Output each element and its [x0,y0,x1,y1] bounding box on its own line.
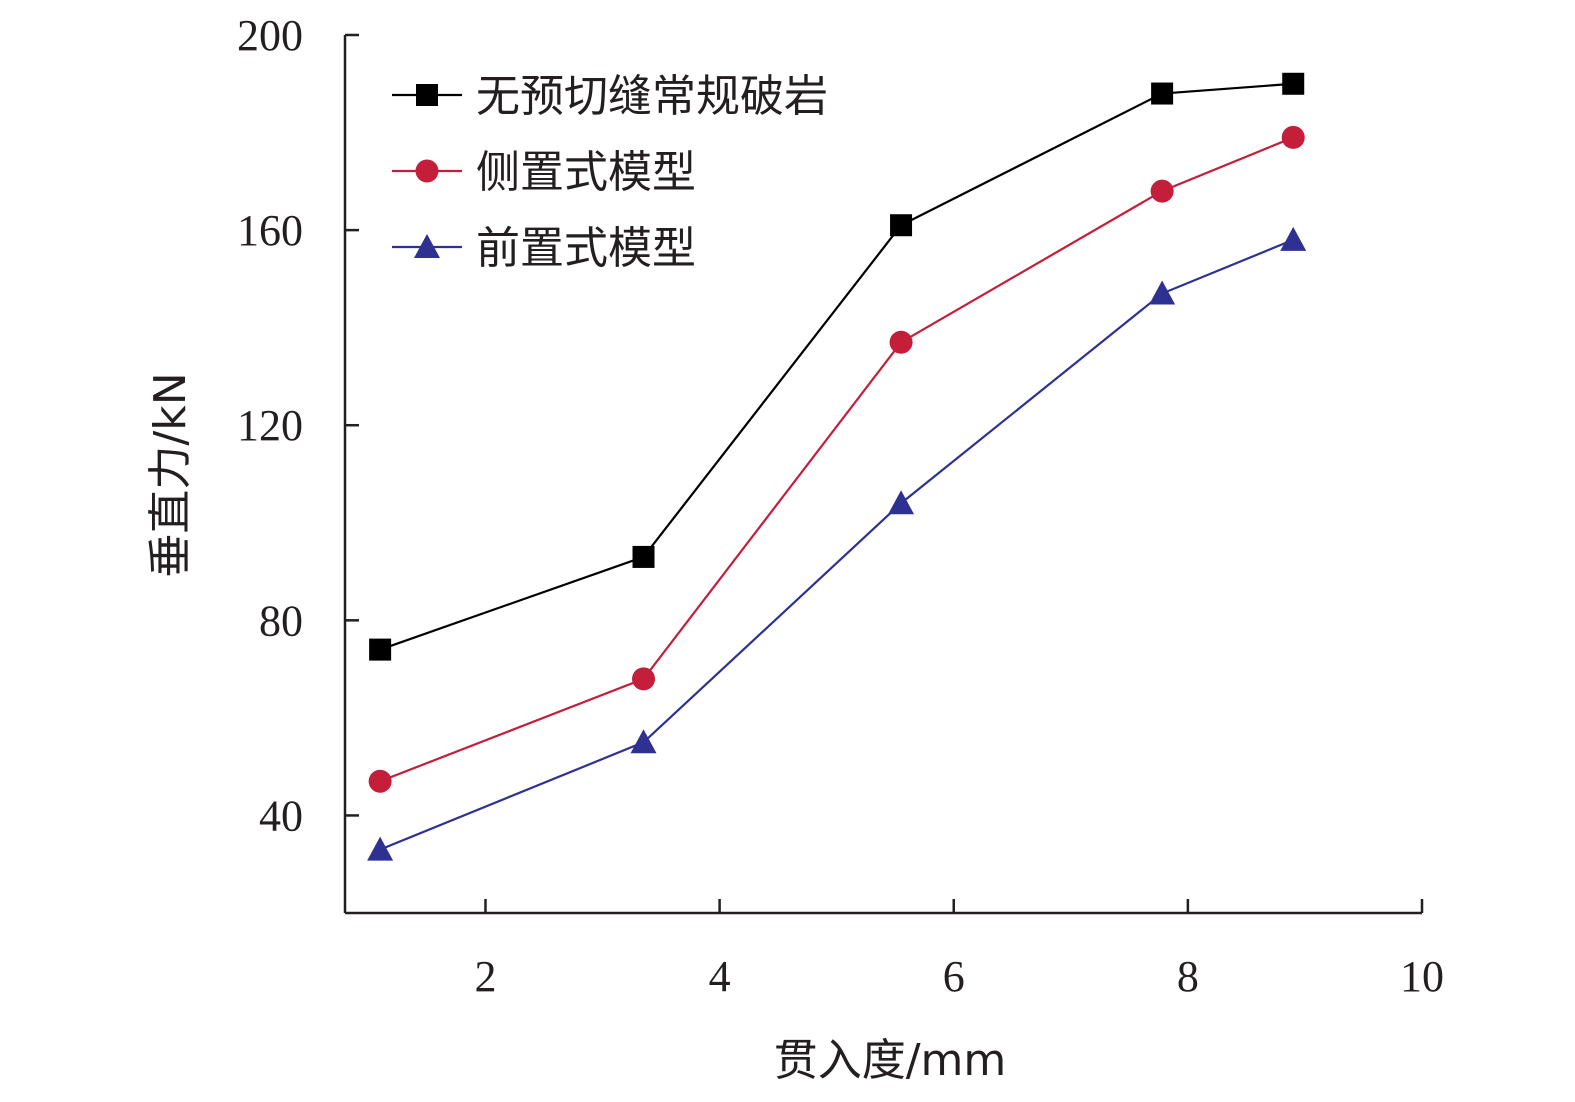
data-point [632,545,655,568]
x-tick-label: 8 [1177,952,1199,1001]
x-tick-label: 2 [474,952,496,1001]
data-point [1150,179,1174,203]
data-point [1282,72,1305,95]
data-point [1151,82,1174,105]
data-point [888,490,915,515]
data-point [1280,226,1307,251]
legend-marker [415,159,439,183]
y-tick-label: 40 [259,791,303,840]
series-2 [368,125,1305,793]
legend-label: 无预切缝常规破岩 [476,71,828,122]
data-point [368,769,392,793]
data-point [1281,125,1305,149]
series-1 [369,72,1305,661]
data-point [889,330,913,354]
legend-entry: 前置式模型 [392,223,696,274]
legend-label: 前置式模型 [476,223,696,274]
series-line [379,238,1294,851]
x-tick-label: 4 [709,952,731,1001]
y-tick-label: 120 [237,401,303,450]
legend-marker [416,84,438,106]
x-tick-label: 6 [943,952,965,1001]
series-layer [367,72,1307,861]
data-point [630,729,657,754]
series-3 [367,226,1307,861]
legend-label: 侧置式模型 [476,147,696,198]
data-point [890,214,913,237]
x-axis-title: 贯入度/mm [774,1035,1007,1086]
data-point [632,667,656,691]
y-axis-title: 垂直力/kN [145,372,196,577]
y-tick-label: 80 [259,596,303,645]
data-point [369,638,392,661]
data-point [1149,280,1176,305]
legend-marker [414,234,440,258]
data-point [367,836,394,861]
y-tick-label: 160 [237,206,303,255]
x-tick-label: 10 [1400,952,1444,1001]
axes: 40 80 120 160 200 2 4 6 8 10 [237,11,1444,1001]
legend-entry: 侧置式模型 [392,147,696,198]
legend-entry: 无预切缝常规破岩 [392,71,828,122]
y-tick-label: 200 [237,11,303,60]
